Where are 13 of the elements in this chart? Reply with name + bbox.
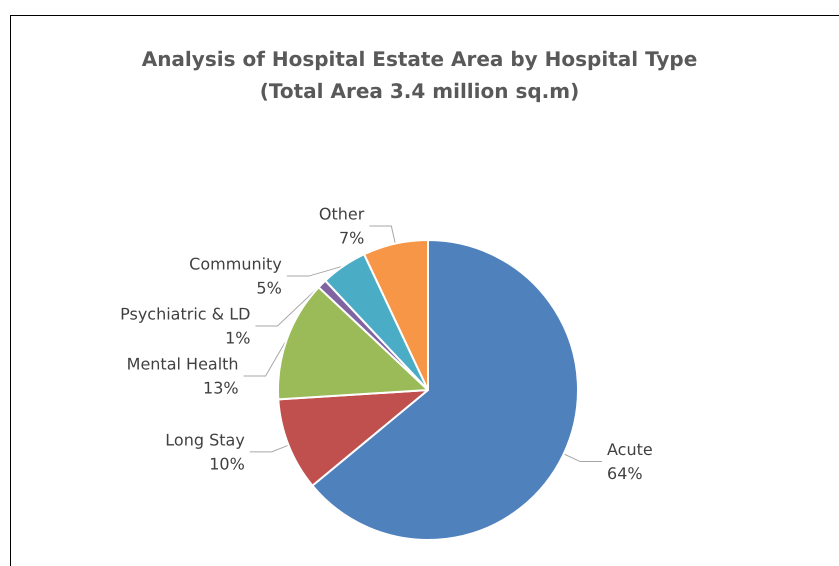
data-label: 64% [607,464,643,484]
slice-label: Acute [607,440,653,460]
chart-title: Analysis of Hospital Estate Area by Hospital Type (Total Area 3.4 million sq.m) [142,47,698,103]
data-label: 13% [203,378,239,398]
data-label: 10% [209,454,245,474]
slice-label: Other [318,204,365,224]
slice-label: Community [189,254,282,274]
slice-label: Mental Health [126,354,239,374]
data-label: 1% [225,328,250,348]
data-label: 7% [338,228,364,248]
data-label: 5% [256,278,282,298]
slice-label: Psychiatric & LD [120,304,250,324]
slice-label: Long Stay [165,430,245,450]
